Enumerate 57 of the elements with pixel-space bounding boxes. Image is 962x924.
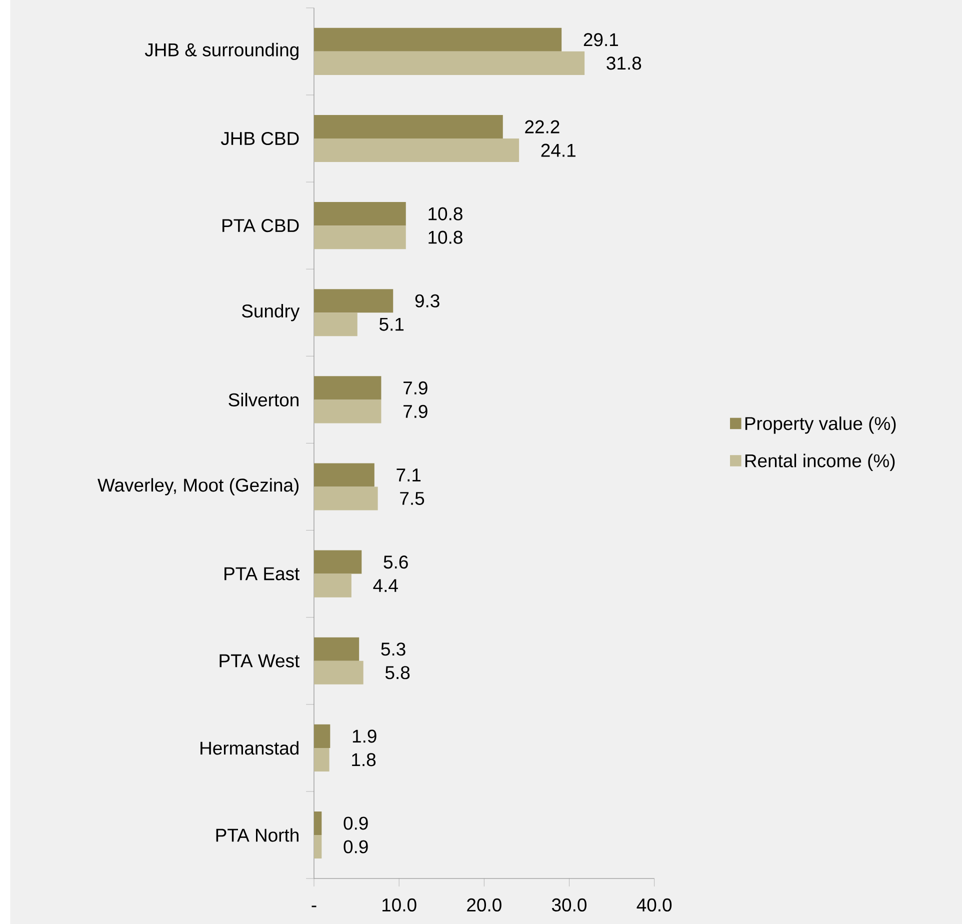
data-label: 0.9 bbox=[344, 840, 368, 854]
bar bbox=[314, 574, 352, 598]
bar bbox=[314, 400, 382, 424]
data-label: 22.2 bbox=[525, 120, 560, 134]
data-label: 5.6 bbox=[384, 555, 408, 569]
data-label: 1.8 bbox=[352, 753, 376, 766]
data-label: 5.8 bbox=[385, 666, 410, 680]
data-label: 7.9 bbox=[404, 381, 428, 394]
bar bbox=[314, 748, 330, 772]
y-tick-label: Hermanstad bbox=[200, 741, 298, 755]
x-tick-label: 20.0 bbox=[467, 898, 502, 912]
data-label: 7.1 bbox=[396, 468, 421, 482]
legend-label: Property value (%) bbox=[745, 416, 896, 434]
data-label: 1.9 bbox=[352, 730, 376, 743]
data-label: 10.8 bbox=[428, 207, 462, 220]
data-label: 7.9 bbox=[404, 404, 428, 418]
bar bbox=[314, 550, 362, 574]
bar bbox=[314, 138, 520, 162]
bar bbox=[314, 376, 382, 400]
bar bbox=[314, 811, 322, 835]
y-tick-label: PTA North bbox=[216, 828, 298, 842]
data-label: 5.1 bbox=[380, 318, 404, 331]
legend-label: Rental income (%) bbox=[745, 454, 895, 471]
y-tick-label: PTA CBD bbox=[222, 218, 299, 232]
data-label: 5.3 bbox=[381, 642, 406, 656]
bar bbox=[314, 463, 374, 487]
x-tick-label: 30.0 bbox=[552, 898, 586, 912]
y-tick-label: JHB & surrounding bbox=[144, 42, 298, 60]
y-tick-label: Silverton bbox=[228, 392, 298, 406]
bar bbox=[314, 486, 378, 510]
bar bbox=[314, 202, 406, 226]
y-tick-label: JHB CBD bbox=[220, 132, 299, 146]
data-label: 7.5 bbox=[400, 492, 424, 505]
data-label: 29.1 bbox=[584, 33, 618, 46]
bar bbox=[314, 637, 360, 661]
y-tick-label: Sundry bbox=[242, 304, 300, 322]
data-label: 10.8 bbox=[428, 230, 462, 244]
y-tick-label: PTA West bbox=[220, 654, 300, 668]
bar bbox=[314, 660, 364, 684]
bar bbox=[314, 28, 562, 52]
bar bbox=[314, 226, 406, 250]
data-label: 4.4 bbox=[373, 579, 398, 592]
x-tick-label: - bbox=[312, 906, 316, 908]
bar bbox=[314, 289, 394, 313]
bar bbox=[314, 312, 358, 336]
x-tick-label: 10.0 bbox=[382, 898, 416, 912]
bar bbox=[314, 834, 322, 858]
bar bbox=[314, 724, 330, 748]
bar bbox=[314, 51, 585, 75]
data-label: 0.9 bbox=[344, 816, 368, 830]
y-tick-label: PTA East bbox=[224, 567, 300, 580]
x-tick-label: 40.0 bbox=[636, 898, 672, 912]
y-tick-label: Waverley, Moot (Gezina) bbox=[98, 478, 298, 496]
bar bbox=[314, 114, 503, 138]
data-label: 31.8 bbox=[606, 56, 642, 70]
data-label: 24.1 bbox=[541, 144, 576, 157]
data-label: 9.3 bbox=[415, 294, 440, 308]
